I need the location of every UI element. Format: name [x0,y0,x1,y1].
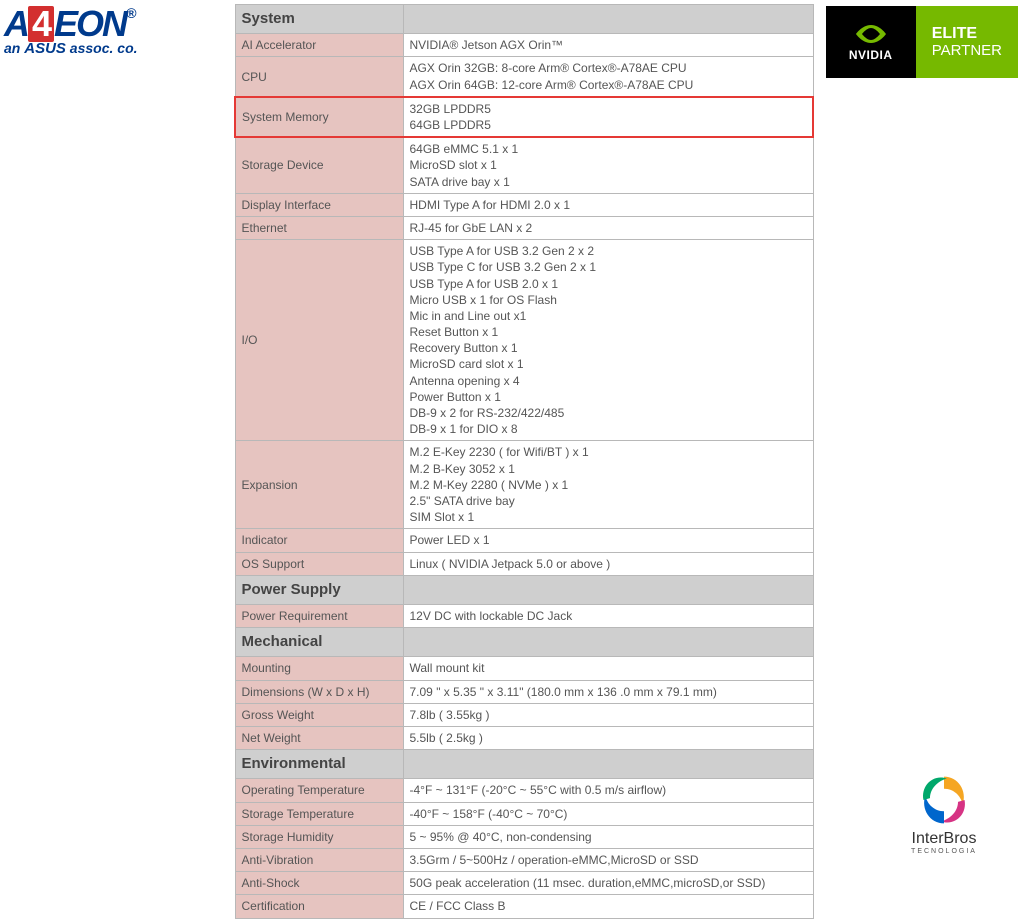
spec-label: Indicator [235,529,403,552]
elite-label: ELITE [932,25,1002,43]
section-header: Power Supply [235,575,403,604]
spec-label: Net Weight [235,726,403,749]
spec-value: 5 ~ 95% @ 40°C, non-condensing [403,825,813,848]
spec-label: Display Interface [235,193,403,216]
nvidia-name: NVIDIA [849,48,893,62]
spec-label: Operating Temperature [235,779,403,802]
spec-row: IndicatorPower LED x 1 [235,529,813,552]
spec-label: Mounting [235,657,403,680]
spec-value: HDMI Type A for HDMI 2.0 x 1 [403,193,813,216]
spec-row: Anti-Vibration3.5Grm / 5~500Hz / operati… [235,848,813,871]
spec-row: Net Weight5.5lb ( 2.5kg ) [235,726,813,749]
spec-label: Gross Weight [235,703,403,726]
spec-row: Storage Temperature-40°F ~ 158°F (-40°C … [235,802,813,825]
spec-value: -40°F ~ 158°F (-40°C ~ 70°C) [403,802,813,825]
spec-table: SystemAI AcceleratorNVIDIA® Jetson AGX O… [234,4,814,919]
spec-row: Dimensions (W x D x H)7.09 " x 5.35 " x … [235,680,813,703]
section-header-row: Mechanical [235,628,813,657]
spec-row: Power Requirement12V DC with lockable DC… [235,604,813,627]
section-header-row: Power Supply [235,575,813,604]
section-header-row: Environmental [235,750,813,779]
interbros-name: InterBros [884,830,1004,848]
interbros-swirl-icon [916,772,972,828]
aaeon-brand-text: A4EON [4,3,126,44]
spec-label: Certification [235,895,403,918]
spec-value: AGX Orin 32GB: 8-core Arm® Cortex®-A78AE… [403,57,813,97]
spec-value: 3.5Grm / 5~500Hz / operation-eMMC,MicroS… [403,848,813,871]
spec-row: Anti-Shock50G peak acceleration (11 msec… [235,872,813,895]
spec-label: Storage Temperature [235,802,403,825]
spec-value: NVIDIA® Jetson AGX Orin™ [403,34,813,57]
nvidia-partner-block: ELITE PARTNER [916,6,1018,78]
spec-value: 7.8lb ( 3.55kg ) [403,703,813,726]
spec-label: Expansion [235,441,403,529]
aaeon-logo: A4EON® an ASUS assoc. co. [4,6,224,57]
spec-label: Storage Device [235,137,403,193]
section-header-empty [403,575,813,604]
partner-label: PARTNER [932,43,1002,60]
spec-value: 5.5lb ( 2.5kg ) [403,726,813,749]
spec-row: CertificationCE / FCC Class B [235,895,813,918]
registered-mark: ® [126,5,134,21]
spec-label: OS Support [235,552,403,575]
spec-row: CPUAGX Orin 32GB: 8-core Arm® Cortex®-A7… [235,57,813,97]
spec-row: Display InterfaceHDMI Type A for HDMI 2.… [235,193,813,216]
section-header-row: System [235,5,813,34]
spec-value: Power LED x 1 [403,529,813,552]
aaeon-tagline: an ASUS assoc. co. [4,40,224,57]
spec-value: 50G peak acceleration (11 msec. duration… [403,872,813,895]
spec-value: 64GB eMMC 5.1 x 1 MicroSD slot x 1 SATA … [403,137,813,193]
tagline-prefix: an [4,40,24,56]
spec-value: M.2 E-Key 2230 ( for Wifi/BT ) x 1 M.2 B… [403,441,813,529]
spec-label: Anti-Shock [235,872,403,895]
spec-value: 12V DC with lockable DC Jack [403,604,813,627]
spec-row: MountingWall mount kit [235,657,813,680]
nvidia-logo-block: NVIDIA [826,6,916,78]
spec-label: I/O [235,240,403,441]
spec-row: Gross Weight7.8lb ( 3.55kg ) [235,703,813,726]
spec-label: Ethernet [235,216,403,239]
spec-label: System Memory [235,97,403,137]
spec-row: System Memory32GB LPDDR5 64GB LPDDR5 [235,97,813,137]
section-header-empty [403,750,813,779]
aaeon-brand: A4EON® [4,6,224,42]
spec-value: -4°F ~ 131°F (-20°C ~ 55°C with 0.5 m/s … [403,779,813,802]
nvidia-eye-icon [853,22,889,46]
section-header: System [235,5,403,34]
spec-value: RJ-45 for GbE LAN x 2 [403,216,813,239]
section-header: Mechanical [235,628,403,657]
spec-row: Storage Humidity5 ~ 95% @ 40°C, non-cond… [235,825,813,848]
spec-value: CE / FCC Class B [403,895,813,918]
spec-value: 7.09 " x 5.35 " x 3.11" (180.0 mm x 136 … [403,680,813,703]
spec-label: Power Requirement [235,604,403,627]
spec-row: AI AcceleratorNVIDIA® Jetson AGX Orin™ [235,34,813,57]
interbros-sub: TECNOLOGIA [884,848,1004,855]
spec-row: ExpansionM.2 E-Key 2230 ( for Wifi/BT ) … [235,441,813,529]
spec-value: 32GB LPDDR5 64GB LPDDR5 [403,97,813,137]
section-header: Environmental [235,750,403,779]
spec-label: CPU [235,57,403,97]
spec-label: Anti-Vibration [235,848,403,871]
spec-value: Linux ( NVIDIA Jetpack 5.0 or above ) [403,552,813,575]
nvidia-partner-badge: NVIDIA ELITE PARTNER [826,6,1018,78]
spec-row: Operating Temperature-4°F ~ 131°F (-20°C… [235,779,813,802]
spec-value: USB Type A for USB 3.2 Gen 2 x 2 USB Typ… [403,240,813,441]
interbros-logo: InterBros TECNOLOGIA [884,772,1004,855]
spec-label: Dimensions (W x D x H) [235,680,403,703]
section-header-empty [403,5,813,34]
spec-value: Wall mount kit [403,657,813,680]
spec-row: EthernetRJ-45 for GbE LAN x 2 [235,216,813,239]
section-header-empty [403,628,813,657]
spec-row: OS SupportLinux ( NVIDIA Jetpack 5.0 or … [235,552,813,575]
tagline-suffix: assoc. co. [66,40,138,56]
spec-row: Storage Device64GB eMMC 5.1 x 1 MicroSD … [235,137,813,193]
spec-row: I/OUSB Type A for USB 3.2 Gen 2 x 2 USB … [235,240,813,441]
spec-label: AI Accelerator [235,34,403,57]
tagline-asus: ASUS [24,40,66,57]
spec-label: Storage Humidity [235,825,403,848]
